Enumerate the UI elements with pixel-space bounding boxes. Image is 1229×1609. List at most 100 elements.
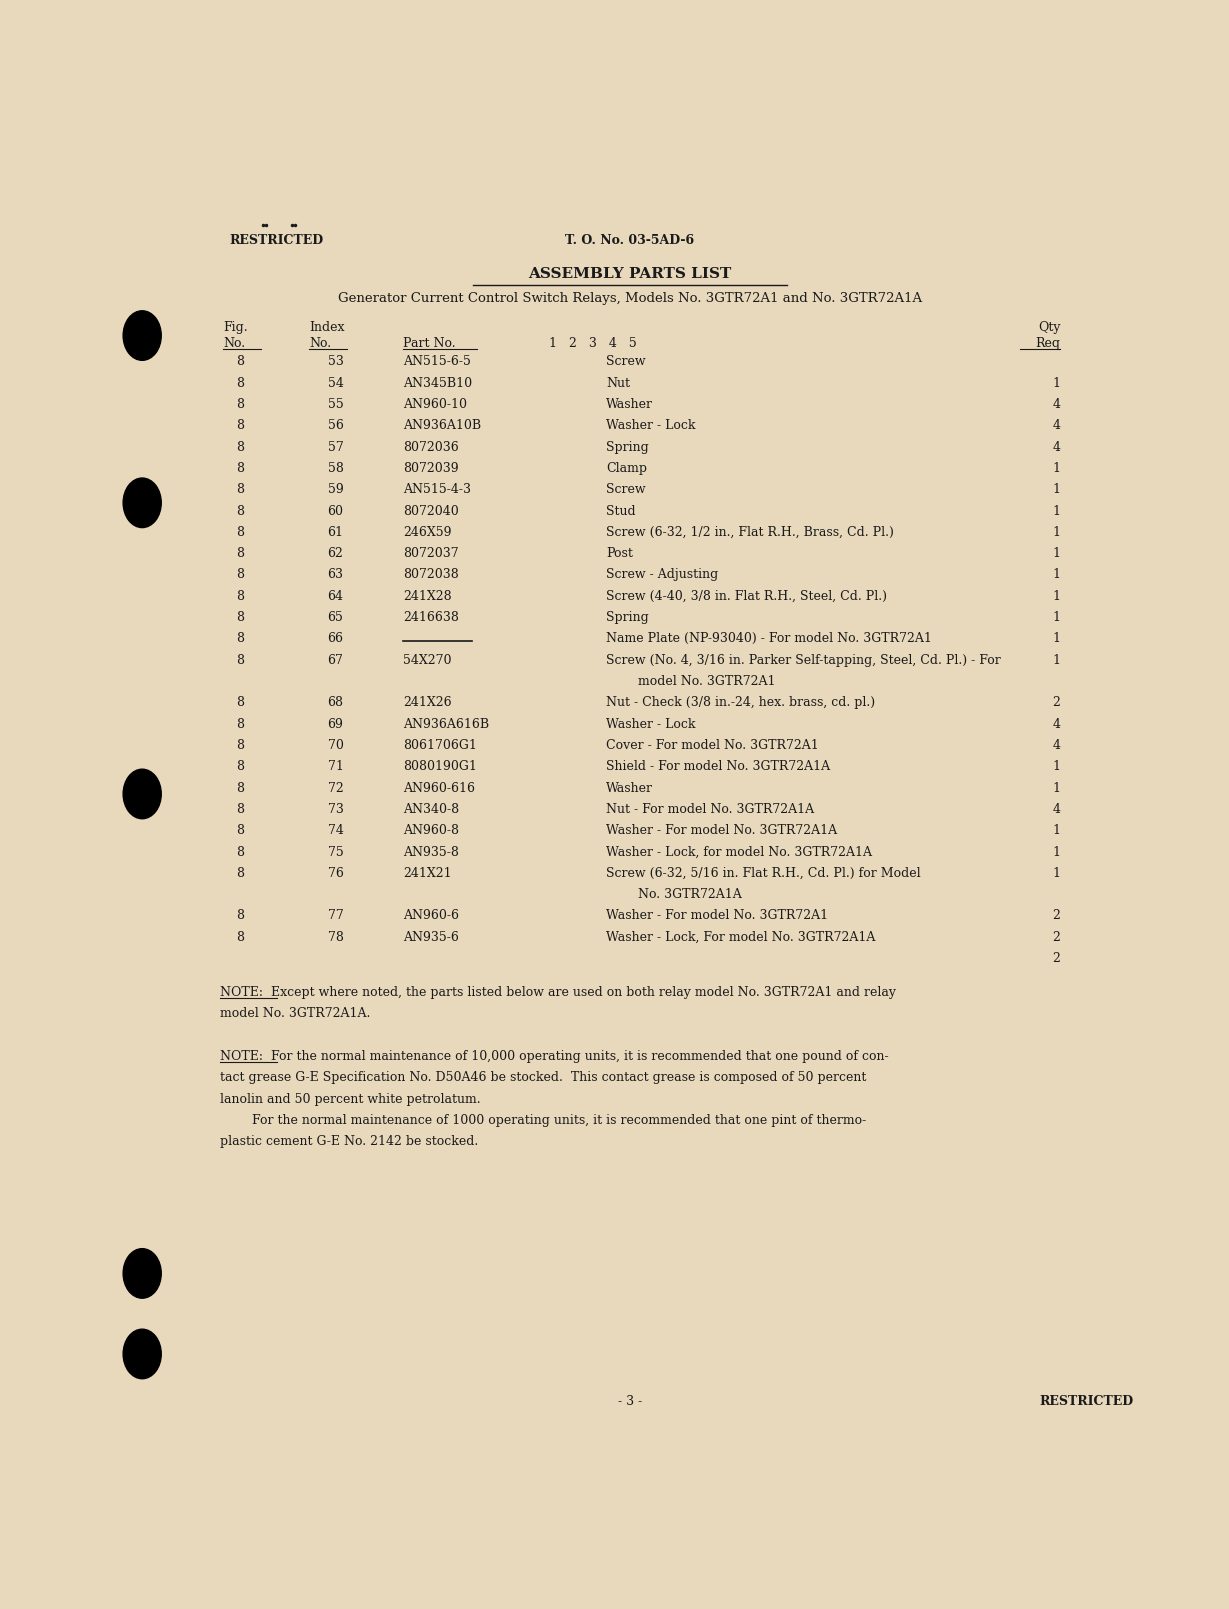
Text: Washer: Washer <box>606 397 653 410</box>
Text: 1: 1 <box>1052 568 1061 581</box>
Text: 78: 78 <box>328 930 343 944</box>
Text: tact grease G-E Specification No. D50A46 be stocked.  This contact grease is com: tact grease G-E Specification No. D50A46… <box>220 1072 866 1084</box>
Text: 1: 1 <box>1052 845 1061 859</box>
Text: AN936A616B: AN936A616B <box>403 718 489 730</box>
Text: For the normal maintenance of 1000 operating units, it is recommended that one p: For the normal maintenance of 1000 opera… <box>220 1113 866 1126</box>
Text: Washer - Lock: Washer - Lock <box>606 718 696 730</box>
Text: 8: 8 <box>236 441 245 454</box>
Text: 8: 8 <box>236 611 245 624</box>
Text: 8: 8 <box>236 697 245 710</box>
Text: Generator Current Control Switch Relays, Models No. 3GTR72A1 and No. 3GTR72A1A: Generator Current Control Switch Relays,… <box>338 293 922 306</box>
Text: T. O. No. 03-5AD-6: T. O. No. 03-5AD-6 <box>565 233 694 246</box>
Text: Washer - For model No. 3GTR72A1A: Washer - For model No. 3GTR72A1A <box>606 824 837 837</box>
Text: Washer - For model No. 3GTR72A1: Washer - For model No. 3GTR72A1 <box>606 909 828 922</box>
Text: 59: 59 <box>328 483 343 496</box>
Circle shape <box>123 478 161 528</box>
Text: 71: 71 <box>328 761 343 774</box>
Text: - 3 -: - 3 - <box>618 1395 642 1408</box>
Text: 74: 74 <box>328 824 343 837</box>
Text: 57: 57 <box>328 441 343 454</box>
Text: 8: 8 <box>236 526 245 539</box>
Text: 53: 53 <box>328 356 343 368</box>
Text: AN960-10: AN960-10 <box>403 397 467 410</box>
Text: Screw: Screw <box>606 483 645 496</box>
Text: NOTE:  For the normal maintenance of 10,000 operating units, it is recommended t: NOTE: For the normal maintenance of 10,0… <box>220 1051 889 1064</box>
Text: Screw (6-32, 5/16 in. Flat R.H., Cd. Pl.) for Model: Screw (6-32, 5/16 in. Flat R.H., Cd. Pl.… <box>606 867 921 880</box>
Text: Fig.: Fig. <box>224 320 248 333</box>
Text: 8: 8 <box>236 803 245 816</box>
Text: 1: 1 <box>1052 462 1061 475</box>
Text: Screw (4-40, 3/8 in. Flat R.H., Steel, Cd. Pl.): Screw (4-40, 3/8 in. Flat R.H., Steel, C… <box>606 591 887 603</box>
Text: 8: 8 <box>236 845 245 859</box>
Text: plastic cement G-E No. 2142 be stocked.: plastic cement G-E No. 2142 be stocked. <box>220 1136 478 1149</box>
Text: 8: 8 <box>236 653 245 666</box>
Text: 8072036: 8072036 <box>403 441 458 454</box>
Text: 8: 8 <box>236 483 245 496</box>
Text: RESTRICTED: RESTRICTED <box>1040 1395 1133 1408</box>
Text: AN960-6: AN960-6 <box>403 909 460 922</box>
Text: 62: 62 <box>328 547 343 560</box>
Text: 4: 4 <box>1052 739 1061 751</box>
Text: RESTRICTED: RESTRICTED <box>230 233 324 246</box>
Text: 69: 69 <box>328 718 343 730</box>
Text: Post: Post <box>606 547 633 560</box>
Text: 1: 1 <box>1052 591 1061 603</box>
Text: Spring: Spring <box>606 611 649 624</box>
Text: 8: 8 <box>236 930 245 944</box>
Text: 4: 4 <box>1052 397 1061 410</box>
Text: 66: 66 <box>328 632 344 645</box>
Text: Stud: Stud <box>606 505 635 518</box>
Text: 8072037: 8072037 <box>403 547 458 560</box>
Text: 1: 1 <box>1052 824 1061 837</box>
Text: 1: 1 <box>1052 653 1061 666</box>
Text: 4: 4 <box>1052 718 1061 730</box>
Text: 55: 55 <box>328 397 343 410</box>
Text: 65: 65 <box>328 611 343 624</box>
Text: 2416638: 2416638 <box>403 611 460 624</box>
Text: 2: 2 <box>1052 930 1061 944</box>
Text: model No. 3GTR72A1A.: model No. 3GTR72A1A. <box>220 1007 371 1020</box>
Circle shape <box>123 1329 161 1379</box>
Text: 1: 1 <box>1052 526 1061 539</box>
Text: Part No.: Part No. <box>403 336 456 349</box>
Text: 8: 8 <box>236 739 245 751</box>
Text: Req: Req <box>1035 336 1061 349</box>
Text: 1: 1 <box>1052 611 1061 624</box>
Text: 2: 2 <box>1052 953 1061 965</box>
Text: 2: 2 <box>1052 909 1061 922</box>
Circle shape <box>123 769 161 819</box>
Text: 241X21: 241X21 <box>403 867 452 880</box>
Text: 8: 8 <box>236 718 245 730</box>
Text: Washer: Washer <box>606 782 653 795</box>
Text: 1: 1 <box>1052 761 1061 774</box>
Text: 8061706G1: 8061706G1 <box>403 739 477 751</box>
Text: Screw (6-32, 1/2 in., Flat R.H., Brass, Cd. Pl.): Screw (6-32, 1/2 in., Flat R.H., Brass, … <box>606 526 893 539</box>
Text: AN960-616: AN960-616 <box>403 782 476 795</box>
Text: Screw: Screw <box>606 356 645 368</box>
Text: 67: 67 <box>328 653 343 666</box>
Text: 77: 77 <box>328 909 343 922</box>
Text: Washer - Lock: Washer - Lock <box>606 420 696 433</box>
Text: 8: 8 <box>236 568 245 581</box>
Text: Cover - For model No. 3GTR72A1: Cover - For model No. 3GTR72A1 <box>606 739 819 751</box>
Circle shape <box>123 311 161 360</box>
Text: 56: 56 <box>328 420 343 433</box>
Text: 1: 1 <box>1052 632 1061 645</box>
Text: 4: 4 <box>1052 803 1061 816</box>
Text: 64: 64 <box>328 591 344 603</box>
Text: 63: 63 <box>328 568 344 581</box>
Text: 246X59: 246X59 <box>403 526 452 539</box>
Text: 8: 8 <box>236 505 245 518</box>
Text: 8: 8 <box>236 632 245 645</box>
Text: 72: 72 <box>328 782 343 795</box>
Text: 1: 1 <box>1052 782 1061 795</box>
Text: 8: 8 <box>236 761 245 774</box>
Text: 8: 8 <box>236 782 245 795</box>
Text: NOTE:  Except where noted, the parts listed below are used on both relay model N: NOTE: Except where noted, the parts list… <box>220 986 896 999</box>
Text: 1: 1 <box>1052 867 1061 880</box>
Text: Nut: Nut <box>606 377 630 389</box>
Text: AN936A10B: AN936A10B <box>403 420 482 433</box>
Text: Qty: Qty <box>1037 320 1061 333</box>
Text: 8072040: 8072040 <box>403 505 458 518</box>
Text: 8: 8 <box>236 462 245 475</box>
